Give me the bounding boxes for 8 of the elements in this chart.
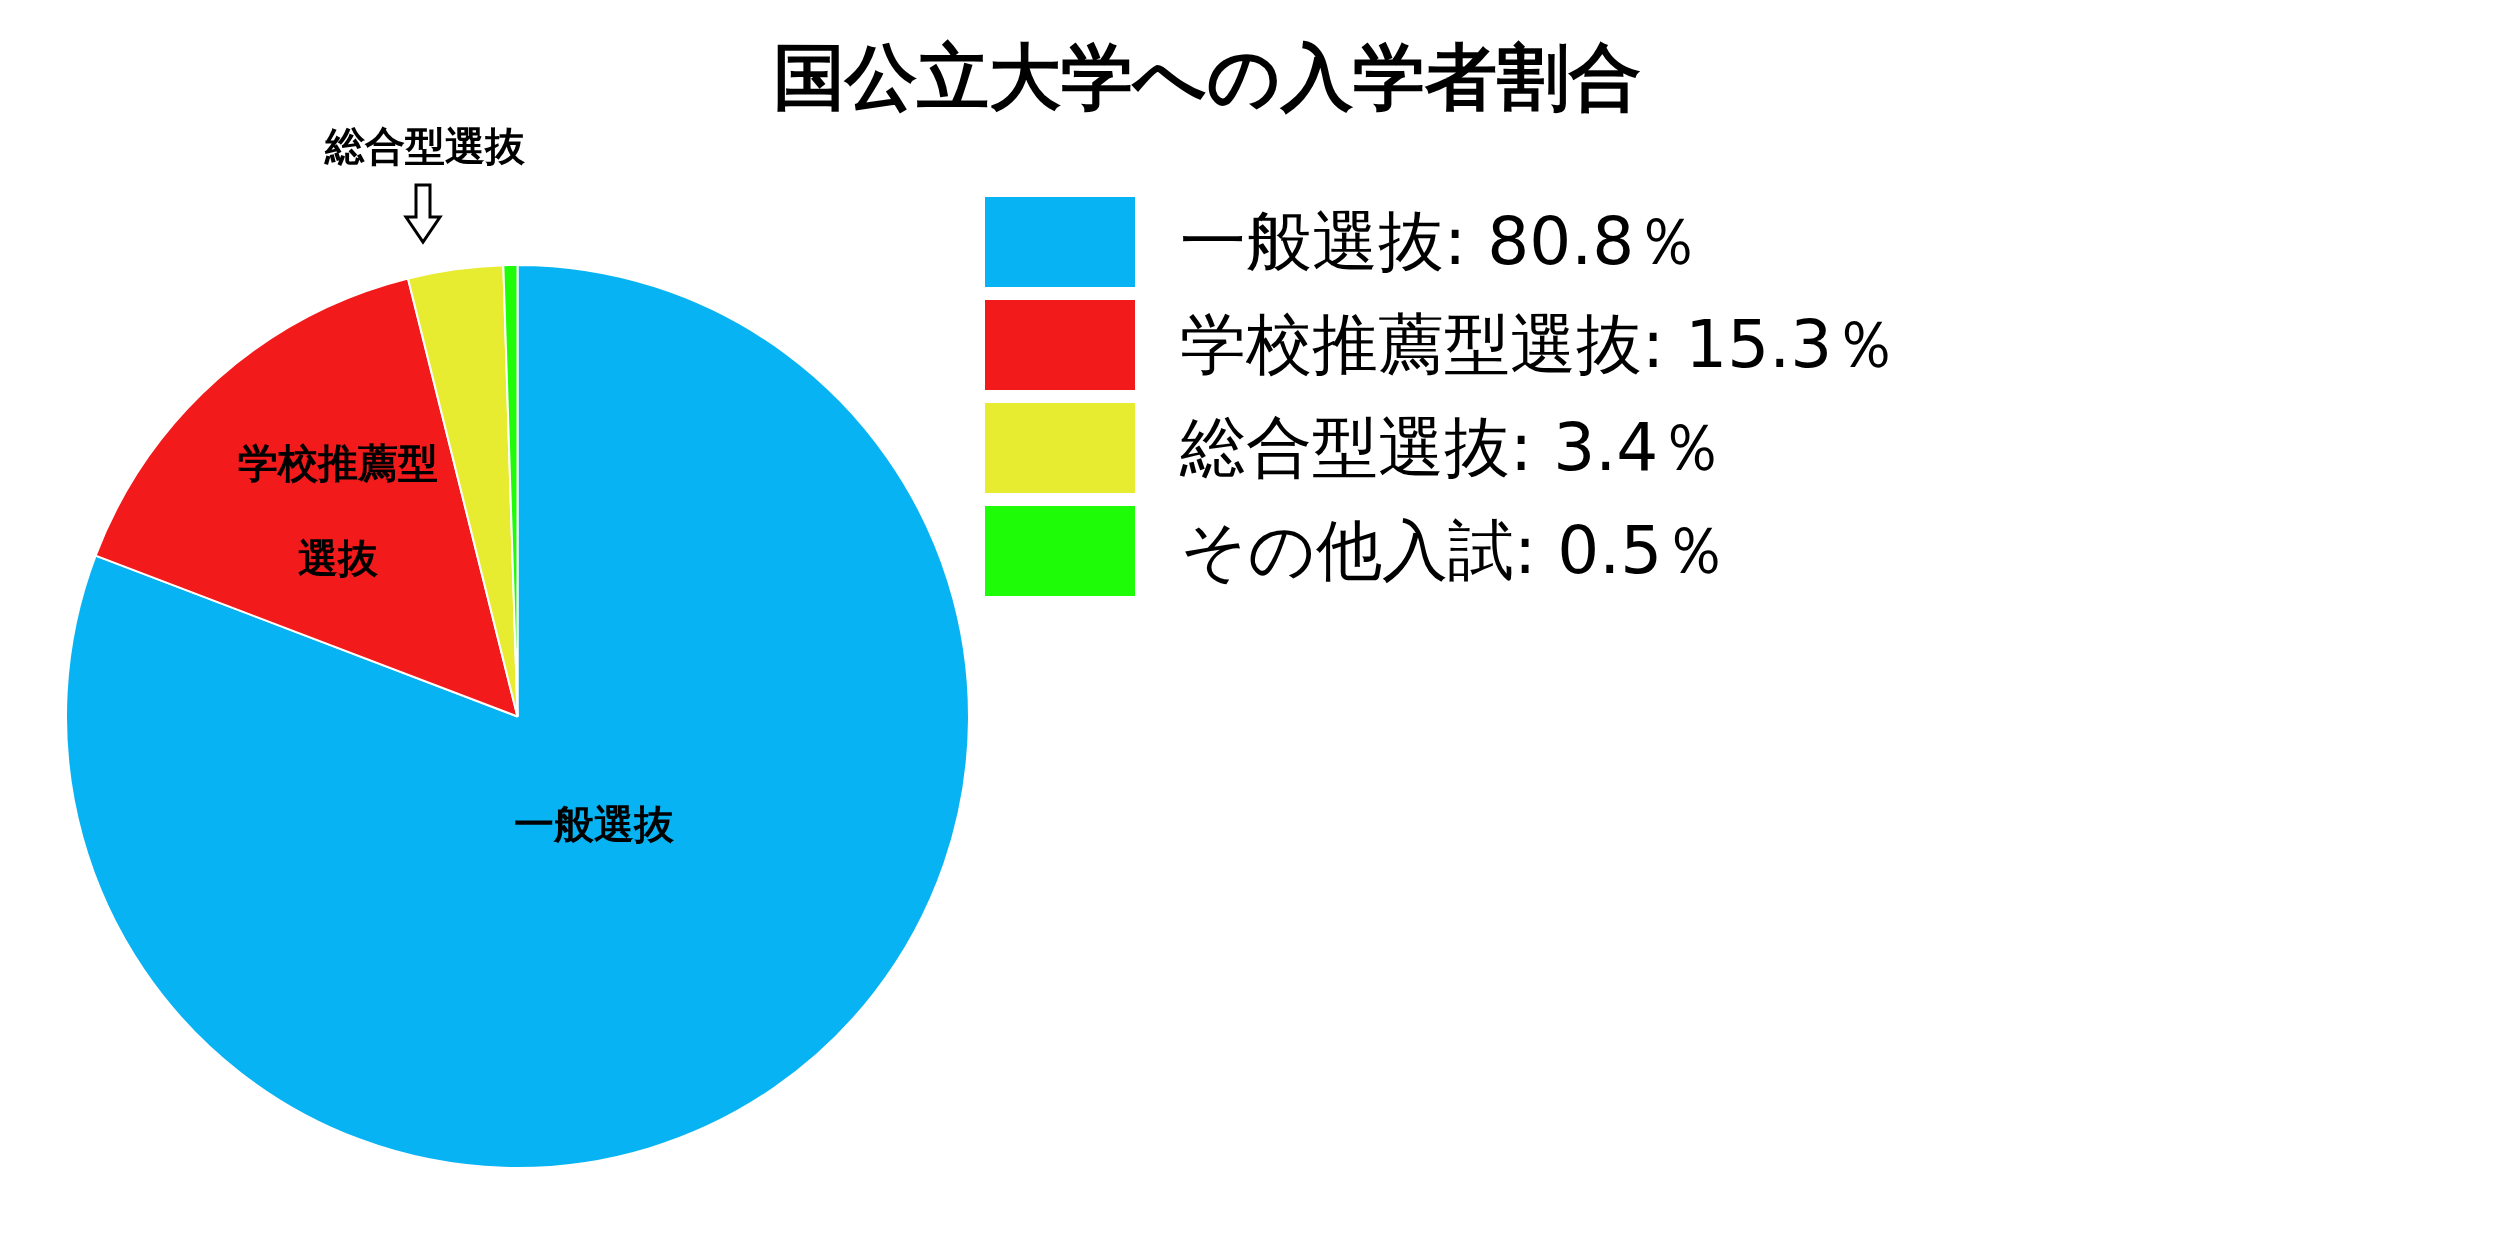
legend-label: 総合型選抜: 3.4％ (1180, 407, 1725, 488)
text: 総合型選抜 (324, 122, 527, 169)
text: 一般選抜 (514, 801, 676, 848)
legend-label: 学校推薦型選抜: 15.3％ (1180, 304, 1899, 385)
text: 学校推薦型選抜 (237, 439, 438, 581)
chart-title: 国公立大学への入学者割合 (773, 35, 1641, 119)
legend-label: 一般選抜: 80.8％ (1180, 201, 1701, 282)
legend-label: その他入試: 0.5％ (1180, 510, 1729, 591)
